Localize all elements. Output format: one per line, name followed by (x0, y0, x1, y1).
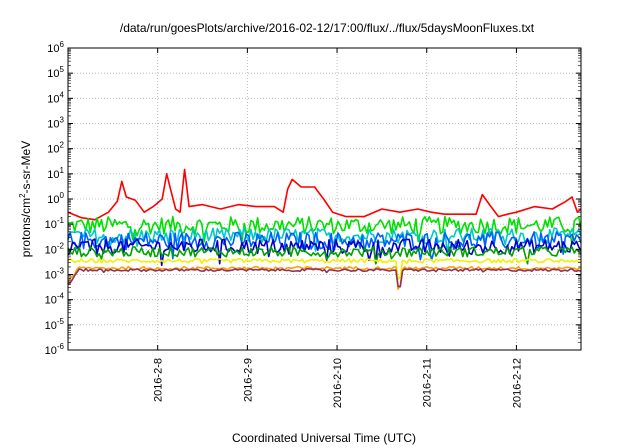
x-tick-label: 2016-2-10 (332, 358, 344, 408)
y-tick-label: 10-5 (45, 317, 65, 332)
y-tick-label: 10-3 (45, 267, 65, 282)
x-axis-label: Coordinated Universal Time (UTC) (232, 431, 416, 445)
y-axis-label-rest: -s-sr-MeV (19, 141, 33, 194)
y-axis-label: protons/cm2-s-sr-MeV (18, 141, 33, 257)
y-tick-label: 10-4 (45, 292, 65, 307)
series-line-3 (67, 231, 582, 262)
x-tick-label: 2016-2-9 (242, 358, 254, 402)
y-axis-label-main: protons/cm (19, 198, 33, 257)
grid (68, 48, 581, 350)
y-tick-label: 10-2 (45, 241, 65, 256)
y-tick-label: 106 (47, 40, 64, 55)
series-line-1 (67, 215, 582, 246)
x-ticks: 2016-2-8 2016-2-9 2016-2-10 2016-2-11 2016-2… (153, 48, 523, 408)
y-tick-label: 103 (47, 116, 64, 131)
series-lines (67, 168, 582, 291)
series-line-8 (67, 267, 582, 288)
series-line-0 (67, 168, 582, 221)
y-tick-label: 104 (47, 90, 64, 105)
y-axis-label-sup: 2 (18, 193, 27, 198)
y-tick-label: 105 (47, 65, 64, 80)
chart-title: /data/run/goesPlots/archive/2016-02-12/1… (120, 21, 535, 35)
y-tick-label: 101 (47, 166, 64, 181)
x-tick-label: 2016-2-12 (511, 358, 523, 408)
series-line-5 (67, 246, 582, 265)
y-ticks: 10-6 10-5 10-4 10-3 10-2 10-1 100 101 102 103 104 1… (45, 40, 581, 357)
y-tick-label: 10-6 (45, 342, 65, 357)
x-tick-label: 2016-2-11 (422, 358, 434, 407)
x-tick-label: 2016-2-8 (153, 358, 165, 402)
y-tick-label: 100 (47, 191, 64, 206)
series-line-6 (67, 257, 582, 281)
y-tick-label: 102 (47, 141, 64, 156)
y-tick-label: 10-1 (45, 216, 65, 231)
